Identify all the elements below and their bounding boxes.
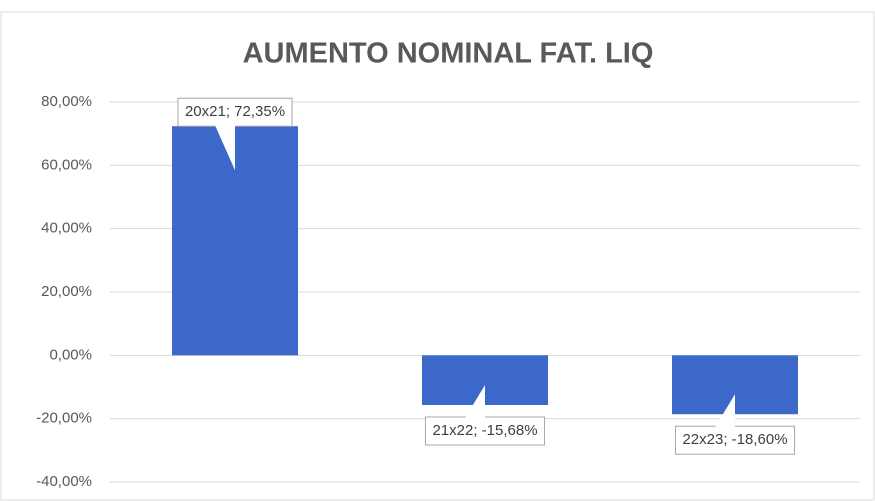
data-label: 20x21; 72,35% (185, 103, 285, 120)
callout-box (215, 125, 235, 171)
data-label-callout (177, 97, 293, 171)
data-label: 22x23; -18,60% (682, 431, 787, 448)
callout-box (465, 384, 485, 418)
chart-title: AUMENTO NOMINAL FAT. LIQ (243, 38, 654, 70)
y-tick-label: 0,00% (49, 346, 92, 363)
callout-box (674, 425, 796, 455)
data-label-callout (674, 394, 796, 455)
data-label: 21x22; -15,68% (432, 422, 537, 439)
y-tick-label: -40,00% (36, 473, 92, 490)
callout-box (424, 416, 546, 446)
y-tick-label: 60,00% (41, 156, 92, 173)
callout-box (177, 97, 293, 127)
y-tick-label: 40,00% (41, 220, 92, 237)
y-tick-label: 80,00% (41, 93, 92, 110)
y-tick-label: 20,00% (41, 283, 92, 300)
callout-box (715, 394, 735, 428)
data-label-callout (424, 384, 546, 446)
y-tick-label: -20,00% (36, 410, 92, 427)
